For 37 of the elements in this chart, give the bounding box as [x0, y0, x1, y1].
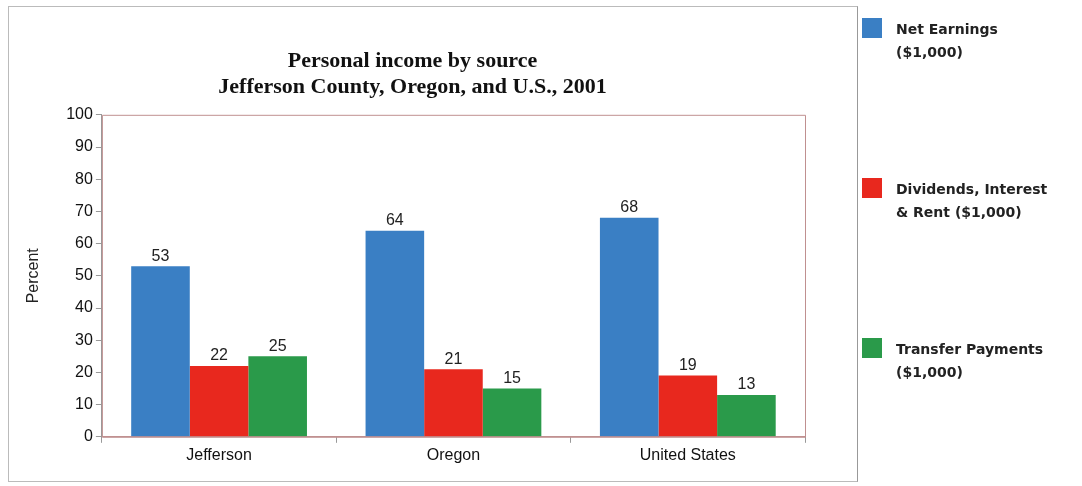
data-label: 25 — [268, 336, 287, 354]
y-tick-label: 80 — [75, 169, 93, 187]
bar — [248, 356, 307, 437]
y-tick-label: 70 — [75, 201, 93, 219]
bar — [131, 266, 190, 437]
y-tick-label: 20 — [75, 362, 93, 380]
x-tick-label: Jefferson — [186, 445, 252, 463]
bar — [189, 365, 249, 437]
y-tick-label: 100 — [66, 105, 93, 123]
data-label: 19 — [678, 356, 697, 374]
y-tick-label: 90 — [75, 137, 93, 155]
y-tick-label: 50 — [75, 266, 93, 284]
x-tick-label: United States — [639, 445, 736, 463]
bar — [717, 394, 776, 437]
bar — [599, 217, 659, 437]
bar — [424, 369, 483, 437]
x-tick-label: Oregon — [426, 445, 481, 463]
legend-label: Net Earnings ($1,000) — [896, 20, 999, 62]
y-tick-label: 30 — [75, 330, 93, 348]
chart-title: Personal income by source Jefferson County, Oregon, and U.S., 2001 — [218, 46, 607, 99]
y-tick-label: 40 — [75, 298, 93, 316]
bar — [365, 230, 425, 437]
y-tick-label: 60 — [75, 234, 93, 252]
bar — [482, 388, 542, 437]
data-label: 68 — [620, 198, 639, 216]
data-label: 22 — [210, 346, 229, 364]
y-tick-label: 0 — [83, 427, 93, 445]
data-label: 15 — [503, 368, 522, 386]
data-label: 53 — [151, 246, 170, 264]
legend-label: Dividends, Interest & Rent ($1,000) — [896, 180, 1049, 222]
data-label: 21 — [444, 349, 463, 367]
y-axis-title: Percent — [24, 247, 42, 304]
data-label: 64 — [385, 211, 404, 229]
legend-label: Transfer Payments ($1,000) — [896, 340, 1045, 382]
bar — [658, 375, 718, 437]
y-tick-label: 10 — [75, 395, 93, 413]
data-label: 13 — [737, 375, 756, 393]
